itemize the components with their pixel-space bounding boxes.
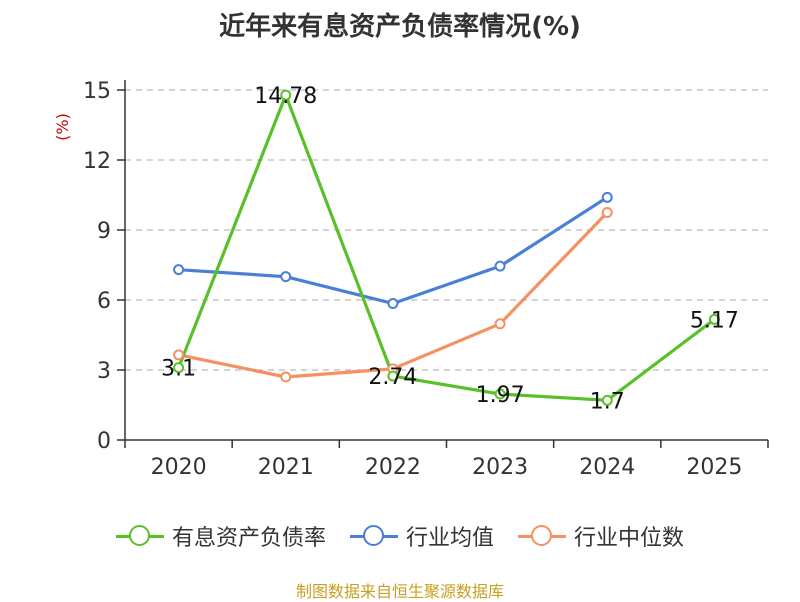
y-axis-label: (%) <box>53 113 72 141</box>
data-label: 5.17 <box>690 308 739 333</box>
data-point <box>280 89 292 101</box>
legend-marker-icon <box>349 525 398 547</box>
data-point <box>494 388 506 400</box>
data-point <box>601 207 613 218</box>
chart-title: 近年来有息资产负债率情况(%) <box>219 12 581 42</box>
data-point <box>708 313 720 325</box>
series-line <box>177 93 716 402</box>
series-points <box>173 89 720 406</box>
x-tick-label: 2021 <box>258 455 314 480</box>
x-tick-label: 2025 <box>686 455 742 480</box>
y-tick-label: 3 <box>97 359 111 384</box>
x-tick-label: 2020 <box>151 455 207 480</box>
legend-item-industry-mean[interactable]: 行业均值 <box>349 520 494 552</box>
x-ticks: 2020 2021 2022 2023 2024 2025 <box>124 440 769 480</box>
data-labels: 3.1 14.78 2.74 1.97 1.7 5.17 <box>161 84 739 414</box>
y-tick-label: 0 <box>97 429 111 454</box>
data-point <box>601 394 613 406</box>
data-point <box>601 191 613 203</box>
data-point <box>280 271 292 283</box>
legend-label: 行业均值 <box>405 526 494 551</box>
data-label: 1.7 <box>590 389 625 414</box>
data-point <box>173 264 185 276</box>
y-tick-label: 9 <box>97 219 111 244</box>
data-label: 2.74 <box>368 365 417 390</box>
data-source-note: 制图数据来自恒生聚源数据库 <box>295 582 504 601</box>
x-tick-label: 2022 <box>365 455 421 480</box>
legend-marker-icon <box>518 525 566 547</box>
grid-lines <box>125 89 768 371</box>
data-point <box>173 362 185 374</box>
y-tick-label: 15 <box>83 79 111 104</box>
x-tick-label: 2023 <box>472 455 528 480</box>
y-tick-label: 6 <box>97 289 111 314</box>
legend-item-industry-median[interactable]: 行业中位数 <box>518 520 684 552</box>
data-point <box>280 371 292 383</box>
y-ticks: 0 3 6 9 12 15 <box>83 79 125 454</box>
data-label: 3.1 <box>161 357 196 382</box>
x-tick-label: 2024 <box>579 455 635 480</box>
data-label: 14.78 <box>254 84 317 109</box>
legend: 有息资产负债率 行业均值 行业中位数 <box>0 520 800 552</box>
legend-label: 有息资产负债率 <box>171 526 326 551</box>
series-lines <box>177 93 716 402</box>
series-line <box>178 195 609 306</box>
y-tick-label: 12 <box>83 149 111 174</box>
data-point <box>387 298 399 309</box>
legend-marker-icon <box>115 525 164 547</box>
data-point <box>494 260 506 272</box>
data-label: 1.97 <box>476 383 525 408</box>
data-point <box>173 349 185 361</box>
data-point <box>387 370 399 382</box>
data-point <box>494 318 506 330</box>
legend-item-interest-debt-ratio[interactable]: 有息资产负债率 <box>115 520 326 552</box>
legend-label: 行业中位数 <box>574 526 685 551</box>
